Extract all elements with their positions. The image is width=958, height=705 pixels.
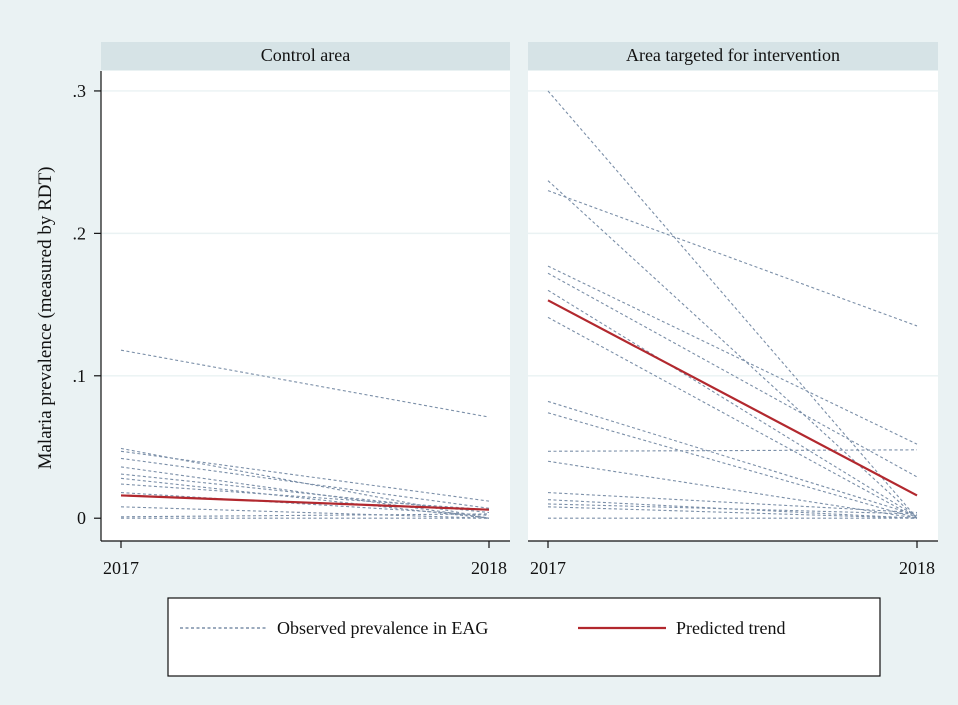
observed-line [120,466,490,519]
observed-line [120,450,490,502]
y-tick-label: .1 [73,366,87,386]
observed-line [547,506,918,519]
panel-header [101,42,510,70]
observed-line [547,180,918,519]
observed-line [547,316,918,519]
predicted-trend-line [547,299,918,497]
observed-line [547,400,918,516]
legend-box [167,597,881,677]
observed-line [547,272,918,478]
panel-header [528,42,938,70]
observed-line [120,483,490,511]
panel-title: Control area [261,45,350,65]
observed-line [547,265,918,445]
y-tick-label: .2 [73,223,87,243]
x-tick-label: 2018 [899,558,935,578]
observed-line [547,492,918,514]
observed-line [547,449,918,452]
observed-line [120,477,490,519]
plot-area [101,71,510,541]
x-tick-label: 2017 [103,558,139,578]
observed-line [120,457,490,509]
predicted-trend-line [120,494,490,511]
observed-line [547,499,918,519]
observed-line [120,513,490,518]
observed-line [547,412,918,519]
legend-observed-label: Observed prevalence in EAG [277,618,488,638]
observed-line [120,473,490,514]
panel-1: Control area 2017 2018 .3 .2 .1 0 [73,42,510,578]
observed-line [547,503,918,515]
x-tick-label: 2017 [530,558,566,578]
y-tick-label: .3 [73,81,87,101]
panel-title: Area targeted for intervention [626,45,840,65]
panels: Control area 2017 2018 .3 .2 .1 0 Area targeted… [73,42,938,578]
y-tick-label: 0 [77,508,86,528]
observed-line [120,506,490,519]
observed-line [547,460,918,519]
legend-predicted-label: Predicted trend [676,618,785,638]
observed-line [547,289,918,518]
y-axis-label: Malaria prevalence (measured by RDT) [35,167,56,470]
panel-2: Area targeted for intervention 2017 2018 [528,42,938,578]
observed-line [120,349,490,418]
observed-line [120,492,490,516]
observed-line [547,90,918,519]
legend: Observed prevalence in EAG Predicted tre… [167,597,881,677]
x-tick-label: 2018 [471,558,507,578]
